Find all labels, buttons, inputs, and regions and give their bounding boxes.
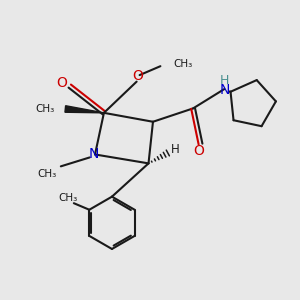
Text: H: H [220, 74, 230, 87]
Text: O: O [133, 69, 143, 83]
Text: N: N [88, 148, 99, 161]
Text: CH₃: CH₃ [173, 59, 192, 69]
Text: O: O [194, 144, 205, 158]
Text: O: O [56, 76, 67, 89]
Text: CH₃: CH₃ [36, 104, 55, 114]
Text: H: H [171, 143, 179, 156]
Text: CH₃: CH₃ [38, 169, 57, 179]
Text: N: N [220, 83, 230, 97]
Polygon shape [65, 106, 104, 113]
Text: CH₃: CH₃ [58, 194, 77, 203]
